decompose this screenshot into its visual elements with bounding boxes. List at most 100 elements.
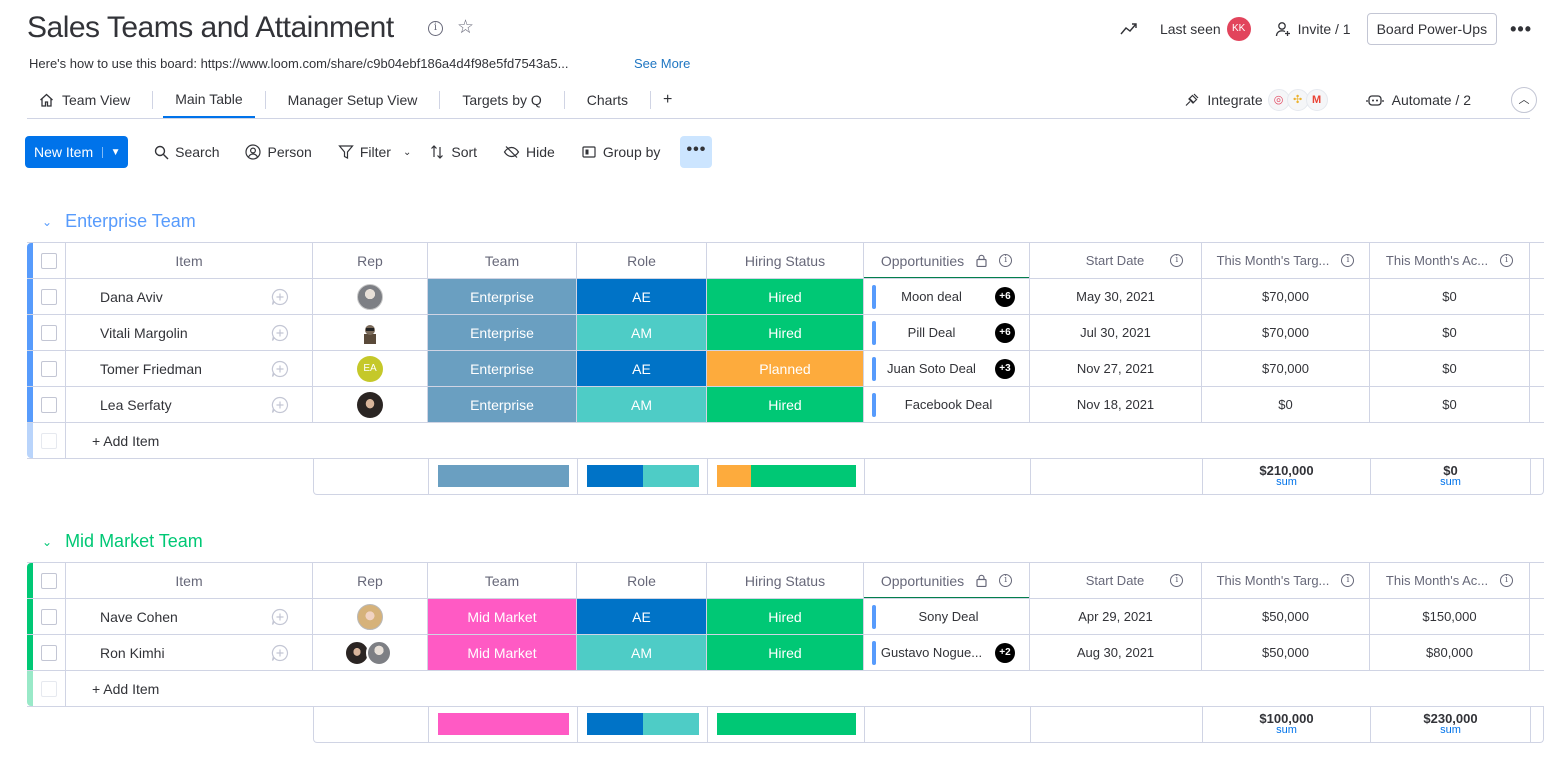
actual-cell[interactable]: $80,000: [1370, 635, 1530, 670]
rep-avatar[interactable]: [357, 603, 383, 630]
summary-hiring-bar[interactable]: [716, 713, 856, 735]
collapse-header-button[interactable]: ︿: [1511, 87, 1537, 113]
target-cell[interactable]: $70,000: [1202, 279, 1370, 314]
opportunity-link[interactable]: Juan Soto Deal: [887, 361, 976, 376]
rep-avatar[interactable]: [357, 283, 383, 310]
summary-role-bar[interactable]: [586, 465, 699, 487]
toolbar-more-button[interactable]: •••: [680, 136, 713, 168]
column-header-hiring-status[interactable]: Hiring Status: [707, 243, 864, 278]
row-select-cell[interactable]: [33, 315, 66, 350]
board-power-ups-button[interactable]: Board Power-Ups: [1366, 13, 1498, 45]
automate-button[interactable]: Automate / 2: [1365, 92, 1471, 108]
info-icon[interactable]: i: [999, 254, 1013, 267]
hiring-status-cell[interactable]: Hired: [707, 279, 864, 314]
opportunities-cell[interactable]: Gustavo Nogue... +2: [864, 635, 1030, 670]
group-by-button[interactable]: Group by: [581, 144, 660, 160]
role-status-cell[interactable]: AM: [577, 635, 707, 670]
info-icon[interactable]: i: [999, 574, 1013, 587]
table-row[interactable]: Lea Serfaty Enterprise AM Hired Facebook…: [27, 387, 1544, 423]
filter-button[interactable]: Filter ⌄: [338, 144, 412, 160]
team-status-cell[interactable]: Enterprise: [428, 315, 577, 350]
rep-avatar-group[interactable]: [344, 639, 392, 666]
column-header-role[interactable]: Role: [577, 563, 707, 598]
add-update-icon[interactable]: [271, 644, 289, 662]
summary-target[interactable]: $100,000 sum: [1203, 706, 1371, 742]
item-name-cell[interactable]: Nave Cohen: [100, 608, 178, 625]
column-header-item[interactable]: Item: [66, 243, 313, 278]
column-header-start-date[interactable]: Start Date i: [1030, 563, 1202, 598]
group-title-mid-market[interactable]: ⌄ Mid Market Team: [42, 531, 203, 552]
target-cell[interactable]: $50,000: [1202, 635, 1370, 670]
add-item-row[interactable]: + Add Item: [27, 423, 1544, 459]
rep-cell[interactable]: EA: [313, 351, 428, 386]
updates-cell[interactable]: [248, 279, 313, 314]
info-icon[interactable]: i: [1341, 254, 1355, 267]
start-date-cell[interactable]: Aug 30, 2021: [1030, 635, 1202, 670]
role-status-cell[interactable]: AE: [577, 279, 707, 314]
hiring-status-cell[interactable]: Hired: [707, 387, 864, 422]
start-date-cell[interactable]: Nov 18, 2021: [1030, 387, 1202, 422]
chevron-down-icon[interactable]: ▼: [102, 146, 128, 158]
opportunity-link[interactable]: Facebook Deal: [904, 397, 993, 412]
actual-cell[interactable]: $0: [1370, 351, 1530, 386]
table-row[interactable]: Tomer Friedman EA Enterprise AE Planned …: [27, 351, 1544, 387]
integrate-button[interactable]: Integrate ◎ ✣ M: [1184, 89, 1365, 111]
opportunity-link[interactable]: Sony Deal: [918, 609, 979, 624]
add-item-input[interactable]: + Add Item: [92, 433, 160, 449]
tab-charts[interactable]: Charts: [575, 82, 640, 118]
target-cell[interactable]: $50,000: [1202, 599, 1370, 634]
add-item-row[interactable]: + Add Item: [27, 671, 1544, 707]
column-header-rep[interactable]: Rep: [313, 243, 428, 278]
summary-actual[interactable]: $230,000 sum: [1371, 706, 1531, 742]
board-title[interactable]: Sales Teams and Attainment: [27, 11, 394, 44]
rep-avatar[interactable]: EA: [357, 355, 383, 382]
column-header-target[interactable]: This Month's Targ... i: [1202, 563, 1370, 598]
column-header-target[interactable]: This Month's Targ... i: [1202, 243, 1370, 278]
target-cell[interactable]: $70,000: [1202, 351, 1370, 386]
row-checkbox[interactable]: [41, 288, 57, 305]
actual-cell[interactable]: $0: [1370, 315, 1530, 350]
team-status-cell[interactable]: Mid Market: [428, 599, 577, 634]
summary-hiring[interactable]: [708, 458, 865, 494]
info-icon[interactable]: i: [1500, 574, 1514, 587]
team-status-cell[interactable]: Enterprise: [428, 387, 577, 422]
tab-main-table[interactable]: Main Table: [163, 82, 255, 118]
search-button[interactable]: Search: [154, 144, 219, 160]
summary-role-bar[interactable]: [586, 713, 699, 735]
info-icon[interactable]: i: [1341, 574, 1355, 587]
table-row[interactable]: Dana Aviv Enterprise AE Hired Moon deal +…: [27, 279, 1544, 315]
rep-cell[interactable]: [313, 635, 428, 670]
updates-cell[interactable]: [248, 351, 313, 386]
row-checkbox[interactable]: [41, 360, 57, 377]
hiring-status-cell[interactable]: Hired: [707, 635, 864, 670]
start-date-cell[interactable]: Jul 30, 2021: [1030, 315, 1202, 350]
row-select-cell[interactable]: [33, 599, 66, 634]
summary-target[interactable]: $210,000 sum: [1203, 458, 1371, 494]
select-all-cell[interactable]: [33, 563, 66, 598]
board-more-menu[interactable]: •••: [1510, 18, 1532, 39]
more-opportunities-badge[interactable]: +6: [995, 286, 1015, 307]
tab-manager-setup-view[interactable]: Manager Setup View: [276, 82, 430, 118]
add-item-input[interactable]: + Add Item: [92, 681, 160, 697]
chevron-down-icon[interactable]: ⌄: [42, 534, 53, 549]
opportunities-cell[interactable]: Sony Deal: [864, 599, 1030, 634]
more-opportunities-badge[interactable]: +2: [995, 642, 1015, 663]
chevron-down-icon[interactable]: ⌄: [402, 146, 412, 158]
actual-cell[interactable]: $150,000: [1370, 599, 1530, 634]
actual-cell[interactable]: $0: [1370, 387, 1530, 422]
rep-avatar[interactable]: [357, 391, 383, 418]
column-header-team[interactable]: Team: [428, 243, 577, 278]
more-opportunities-badge[interactable]: +6: [995, 322, 1015, 343]
row-select-cell[interactable]: [33, 635, 66, 670]
group-title-enterprise[interactable]: ⌄ Enterprise Team: [42, 211, 196, 232]
summary-team-bar[interactable]: [437, 465, 569, 487]
summary-role[interactable]: [578, 458, 708, 494]
summary-team[interactable]: [429, 458, 578, 494]
more-opportunities-badge[interactable]: +3: [995, 358, 1015, 379]
hiring-status-cell[interactable]: Hired: [707, 315, 864, 350]
new-item-button[interactable]: New Item ▼: [25, 136, 129, 168]
add-update-icon[interactable]: [271, 396, 289, 414]
row-checkbox[interactable]: [41, 396, 57, 413]
table-row[interactable]: Vitali Margolin Enterprise AM Hired Pill…: [27, 315, 1544, 351]
column-header-team[interactable]: Team: [428, 563, 577, 598]
